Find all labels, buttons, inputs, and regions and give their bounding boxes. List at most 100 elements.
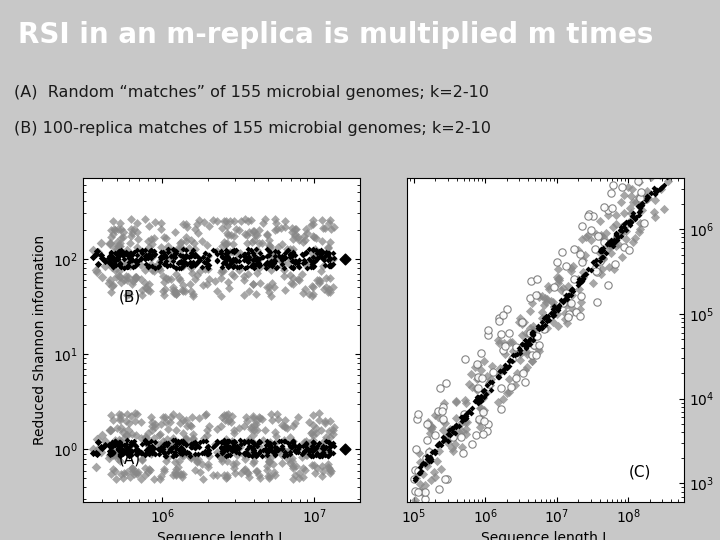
Point bbox=[598, 237, 609, 246]
Point bbox=[588, 279, 599, 287]
Point bbox=[438, 434, 450, 442]
Point bbox=[549, 302, 560, 310]
Point bbox=[186, 454, 197, 462]
Point bbox=[419, 460, 431, 468]
Point bbox=[131, 228, 143, 237]
Point bbox=[176, 447, 187, 455]
Point bbox=[227, 247, 238, 256]
Point bbox=[240, 255, 252, 264]
Point bbox=[472, 393, 483, 401]
Point bbox=[246, 261, 257, 270]
Point bbox=[164, 261, 176, 269]
Point bbox=[228, 217, 240, 225]
Point bbox=[104, 278, 115, 287]
Point bbox=[243, 255, 255, 264]
Point bbox=[189, 442, 201, 450]
Point bbox=[126, 256, 138, 265]
Point bbox=[124, 450, 135, 458]
Point bbox=[212, 424, 223, 433]
Point bbox=[650, 186, 662, 194]
Point bbox=[109, 435, 121, 444]
Point bbox=[299, 284, 310, 293]
Point bbox=[248, 448, 259, 457]
Point bbox=[328, 282, 339, 291]
Point bbox=[225, 443, 236, 451]
Point bbox=[130, 272, 142, 281]
Point bbox=[215, 274, 227, 283]
Point bbox=[287, 463, 299, 472]
Point bbox=[303, 417, 315, 426]
Point bbox=[91, 463, 102, 471]
Point bbox=[425, 453, 436, 461]
Point bbox=[624, 217, 636, 225]
Point bbox=[518, 368, 529, 377]
Point bbox=[256, 451, 268, 460]
Point bbox=[279, 223, 291, 232]
Point bbox=[478, 416, 490, 425]
Point bbox=[485, 377, 496, 386]
Point bbox=[313, 246, 325, 255]
Point bbox=[616, 222, 627, 231]
Point bbox=[248, 255, 260, 264]
Point bbox=[130, 468, 142, 476]
Point bbox=[176, 250, 187, 259]
Point bbox=[116, 278, 127, 286]
Point bbox=[156, 255, 167, 264]
Point bbox=[473, 417, 485, 426]
Point bbox=[176, 286, 188, 295]
Point bbox=[287, 441, 299, 450]
Point bbox=[524, 323, 536, 332]
Point bbox=[421, 462, 433, 470]
Point bbox=[167, 441, 179, 449]
Point bbox=[201, 280, 212, 288]
Point bbox=[630, 213, 642, 221]
Point bbox=[506, 357, 518, 366]
Point bbox=[633, 177, 644, 186]
Point bbox=[317, 224, 328, 232]
Point bbox=[526, 277, 537, 286]
Point bbox=[516, 320, 528, 328]
Point bbox=[111, 254, 122, 263]
Point bbox=[122, 410, 133, 418]
Point bbox=[323, 438, 334, 447]
Point bbox=[171, 288, 182, 296]
Point bbox=[143, 286, 154, 294]
Point bbox=[624, 217, 636, 225]
Point bbox=[178, 449, 189, 458]
Point bbox=[492, 398, 504, 407]
Point bbox=[155, 475, 166, 483]
Point bbox=[589, 245, 600, 253]
Point bbox=[261, 462, 272, 470]
Point bbox=[202, 450, 213, 458]
Point bbox=[183, 452, 194, 461]
Point bbox=[248, 254, 260, 263]
Point bbox=[215, 443, 227, 452]
Point bbox=[287, 439, 299, 448]
Point bbox=[107, 253, 118, 261]
Point bbox=[126, 280, 138, 288]
Point bbox=[579, 251, 590, 259]
Point bbox=[112, 245, 123, 254]
Point bbox=[559, 309, 571, 318]
Point bbox=[311, 441, 323, 450]
Point bbox=[248, 438, 259, 447]
Point bbox=[113, 438, 125, 447]
Point bbox=[118, 469, 130, 477]
Point bbox=[618, 221, 630, 230]
Point bbox=[621, 218, 632, 226]
Point bbox=[485, 386, 497, 395]
Point bbox=[93, 444, 104, 453]
Point bbox=[113, 252, 125, 261]
Point bbox=[311, 248, 323, 257]
Point bbox=[248, 440, 260, 449]
Point bbox=[243, 442, 255, 450]
Point bbox=[475, 366, 487, 375]
Point bbox=[139, 436, 150, 444]
Point bbox=[632, 202, 644, 211]
Point bbox=[177, 260, 189, 268]
Point bbox=[247, 255, 258, 264]
Point bbox=[526, 357, 538, 366]
Point bbox=[164, 418, 176, 427]
Point bbox=[107, 230, 119, 239]
Point bbox=[107, 446, 118, 454]
